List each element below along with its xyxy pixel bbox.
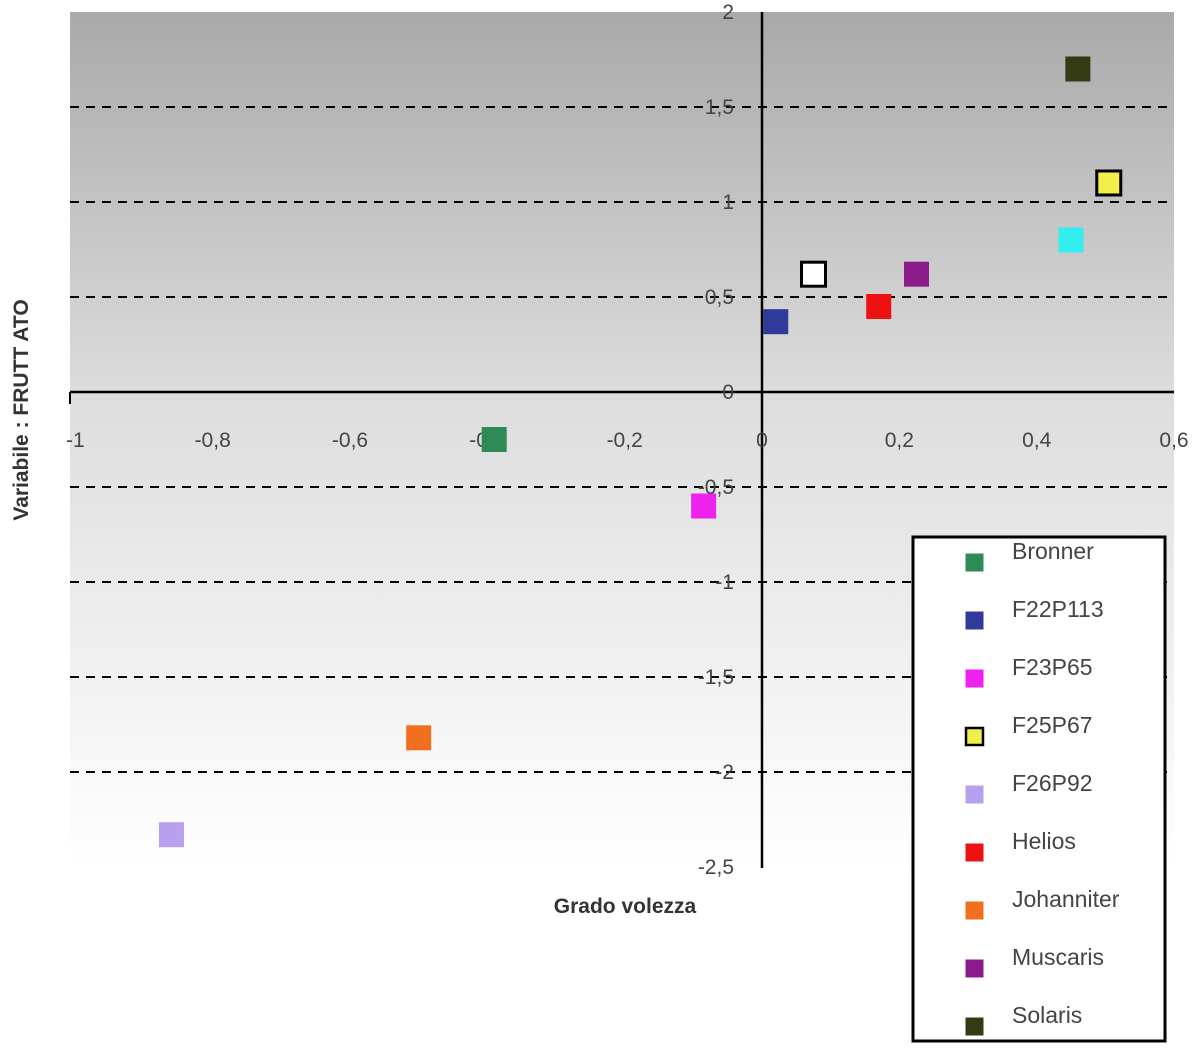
y-tick-label: 1 (722, 191, 734, 214)
x-tick-label: -0,8 (195, 429, 231, 452)
data-point (406, 725, 432, 751)
legend-box (911, 535, 1167, 1043)
x-tick-label: 0 (756, 429, 768, 452)
x-tick-label: -0,2 (607, 429, 643, 452)
y-tick-labels: 2 1,5 1 0,5 0 -0,5 -1 -1,5 -2 -2,5 (698, 1, 734, 879)
data-point (158, 822, 184, 848)
x-tick-label: 0,4 (1022, 429, 1052, 452)
y-tick-label: -1,5 (698, 666, 734, 689)
legend-entry: Johanniter (1012, 886, 1120, 912)
data-point (800, 260, 827, 288)
y-tick-label: 0,5 (705, 286, 734, 309)
legend-marker (965, 959, 984, 978)
legend: Bronner F22P113 F23P65 F25P67 F26P92 Helios Jo… (911, 535, 1167, 1043)
legend-entry: Bronner (1012, 538, 1094, 564)
x-tick-label: -0,6 (332, 429, 368, 452)
legend-marker (965, 843, 984, 862)
data-point (1065, 56, 1091, 82)
y-tick-label: -1 (715, 571, 734, 594)
x-tick-label: 0,6 (1159, 429, 1188, 452)
y-tick-label: 1,5 (705, 96, 734, 119)
y-tick-label: -2 (715, 761, 734, 784)
data-point (866, 294, 892, 319)
y-tick-label: -0,5 (698, 476, 734, 499)
data-point (691, 493, 717, 519)
y-tick-label: 0 (722, 381, 734, 404)
data-point (1058, 227, 1084, 253)
legend-marker (965, 785, 984, 804)
x-axis-title: Grado volezza (554, 895, 697, 918)
data-point (763, 309, 789, 335)
data-point (1095, 169, 1123, 197)
data-point (481, 427, 507, 452)
legend-marker (965, 901, 984, 920)
legend-entry: Muscaris (1012, 944, 1104, 970)
legend-marker (965, 1017, 984, 1036)
axes (69, 12, 1174, 868)
legend-entry: F26P92 (1012, 770, 1093, 796)
data-point (904, 261, 929, 287)
legend-entry: F25P67 (1012, 712, 1093, 738)
y-axis-title: Variabile : FRUTT ATO (10, 299, 33, 520)
legend-marker (965, 553, 984, 572)
x-tick-label: -1 (66, 429, 85, 452)
data-points (158, 56, 1123, 848)
legend-entry: Solaris (1012, 1002, 1082, 1028)
legend-entry: Helios (1012, 828, 1076, 854)
legend-marker (965, 669, 984, 688)
x-tick-label: 0,2 (885, 429, 914, 452)
legend-marker (964, 726, 985, 747)
y-tick-label: -2,5 (698, 856, 734, 879)
x-tick-labels: -1-0,8-0,6-0,4-0,200,20,40,6 (66, 429, 1189, 452)
legend-marker (965, 611, 984, 630)
y-tick-label: 2 (722, 1, 734, 24)
legend-entry: F22P113 (1012, 596, 1104, 622)
legend-entry: F23P65 (1012, 654, 1093, 680)
